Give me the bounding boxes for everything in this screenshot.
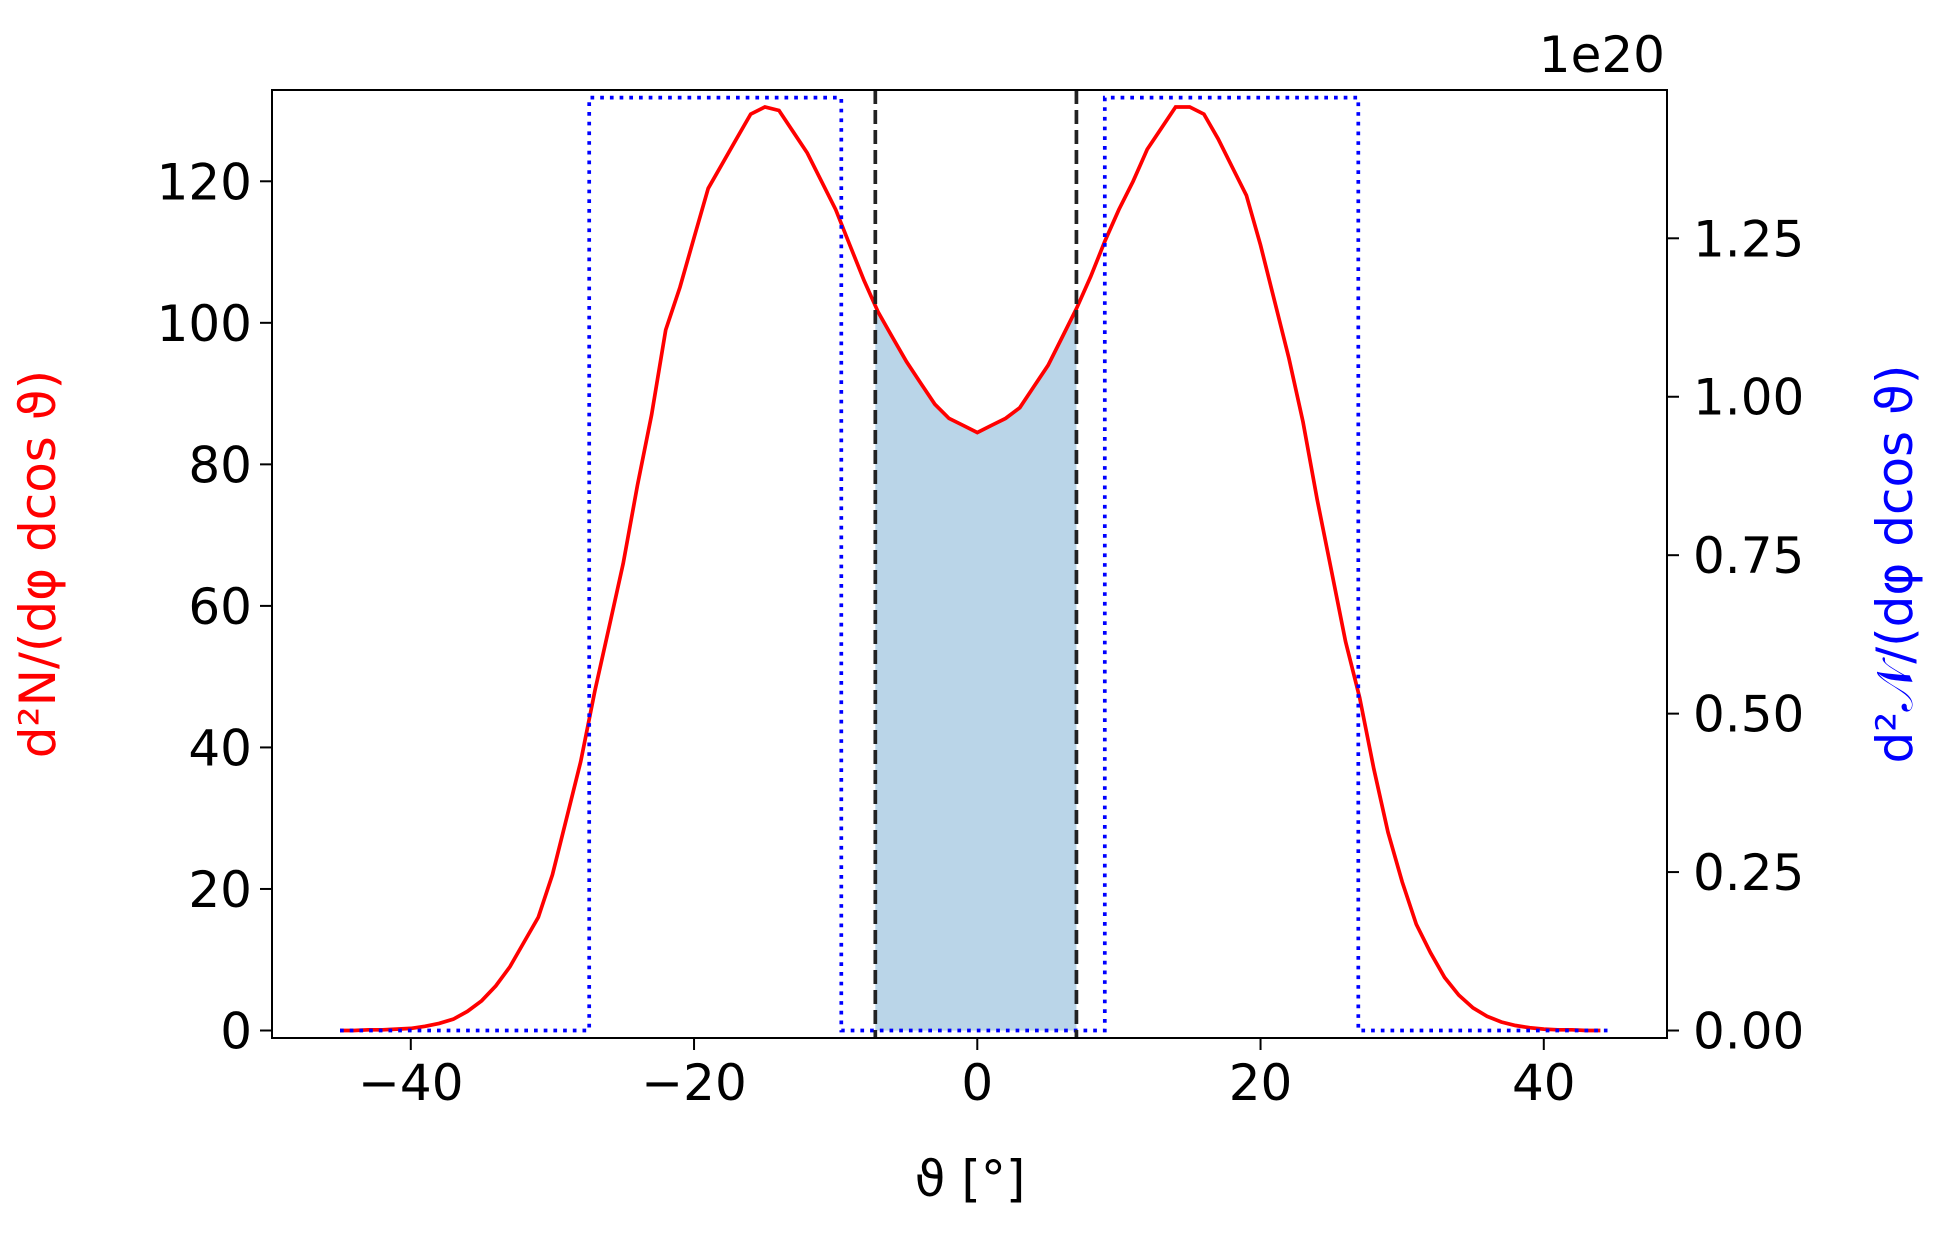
- x-tick-label: 40: [1512, 1054, 1576, 1112]
- y2-tick-label: 0.75: [1693, 527, 1804, 585]
- x-tick-label: −20: [641, 1054, 747, 1112]
- y2-tick-label: 1.00: [1693, 369, 1804, 427]
- y-tick-label: 20: [188, 861, 252, 919]
- y-tick-label: 40: [188, 719, 252, 777]
- y2-axis-label: d²𝒩/(dφ dcos ϑ): [1866, 365, 1924, 764]
- x-tick-label: −40: [358, 1054, 464, 1112]
- fill-region: [875, 305, 1077, 1031]
- x-tick-label: 0: [961, 1054, 993, 1112]
- x-tick-label: 20: [1229, 1054, 1293, 1112]
- y2-tick-label: 0.00: [1693, 1003, 1804, 1061]
- y-axis-label: d²N/(dφ dcos ϑ): [9, 370, 67, 758]
- series-line: [340, 105, 1601, 1033]
- y-tick-label: 60: [188, 578, 252, 636]
- y2-tick-label: 1.25: [1693, 210, 1804, 268]
- y-tick-label: 120: [157, 153, 252, 211]
- y-tick-label: 0: [220, 1002, 252, 1060]
- y-tick-label: 80: [188, 436, 252, 494]
- y2-tick-label: 0.50: [1693, 686, 1804, 744]
- y-tick-label: 100: [157, 295, 252, 353]
- y2-offset-label: 1e20: [1539, 26, 1665, 84]
- axes-frame: [271, 89, 1668, 1039]
- x-axis-label: ϑ [°]: [915, 1150, 1026, 1208]
- y2-tick-label: 0.25: [1693, 844, 1804, 902]
